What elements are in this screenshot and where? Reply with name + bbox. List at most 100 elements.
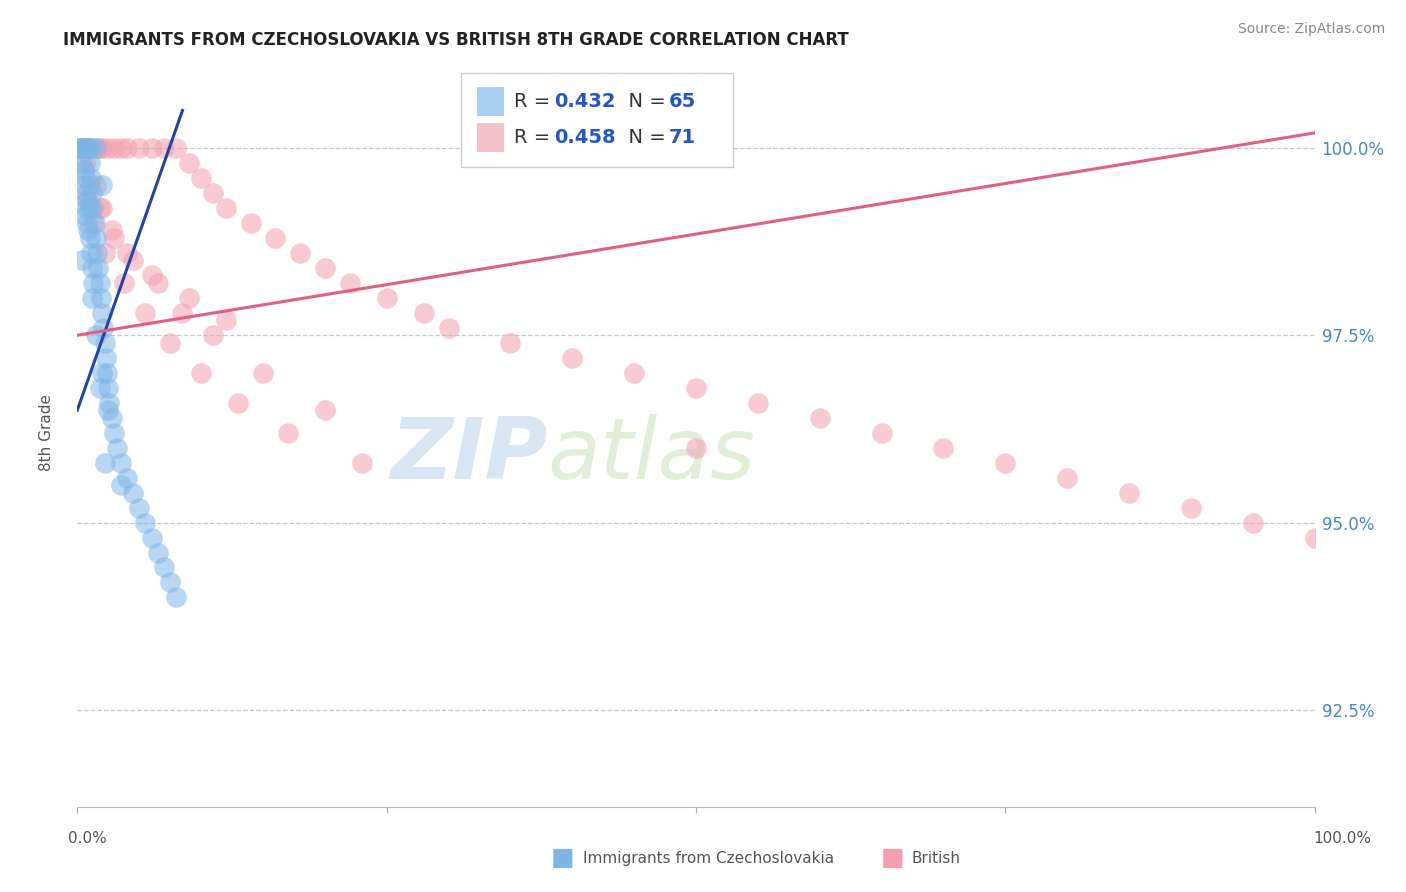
FancyBboxPatch shape bbox=[461, 73, 733, 167]
Point bbox=[76, 194, 98, 208]
Point bbox=[128, 141, 150, 155]
Point bbox=[932, 441, 955, 455]
Point bbox=[97, 141, 120, 155]
Point bbox=[80, 170, 103, 185]
Point bbox=[128, 500, 150, 515]
Point bbox=[76, 141, 98, 155]
Point bbox=[75, 186, 97, 200]
Point bbox=[101, 223, 124, 237]
Text: ZIP: ZIP bbox=[389, 414, 547, 497]
Point bbox=[96, 366, 118, 380]
Point bbox=[73, 170, 96, 185]
Point bbox=[79, 156, 101, 170]
Point bbox=[215, 313, 238, 327]
Point bbox=[84, 141, 107, 155]
Point bbox=[110, 478, 132, 492]
Point bbox=[72, 163, 94, 178]
Point bbox=[252, 366, 274, 380]
Text: 65: 65 bbox=[669, 92, 696, 111]
Point bbox=[94, 351, 117, 365]
Point bbox=[1056, 470, 1078, 484]
Point bbox=[91, 178, 114, 193]
Point bbox=[79, 231, 101, 245]
Point bbox=[190, 170, 212, 185]
Point bbox=[870, 425, 893, 440]
Point bbox=[82, 186, 104, 200]
Point bbox=[79, 201, 101, 215]
Text: 100.0%: 100.0% bbox=[1313, 831, 1372, 846]
Point bbox=[115, 141, 138, 155]
Point bbox=[83, 216, 105, 230]
Text: ■: ■ bbox=[551, 847, 574, 870]
Text: N =: N = bbox=[616, 92, 672, 111]
Point bbox=[215, 201, 238, 215]
Point bbox=[76, 194, 98, 208]
Point bbox=[375, 291, 398, 305]
Point bbox=[89, 141, 111, 155]
Point bbox=[84, 328, 107, 343]
Point bbox=[91, 306, 114, 320]
Point bbox=[277, 425, 299, 440]
Point bbox=[623, 366, 645, 380]
Point bbox=[77, 141, 100, 155]
Point bbox=[91, 141, 114, 155]
Point bbox=[122, 253, 145, 268]
Point bbox=[90, 291, 112, 305]
Point bbox=[89, 276, 111, 290]
Point bbox=[97, 381, 120, 395]
Point bbox=[73, 141, 96, 155]
Point bbox=[77, 223, 100, 237]
Point bbox=[202, 328, 225, 343]
Text: 0.432: 0.432 bbox=[554, 92, 616, 111]
Point bbox=[89, 381, 111, 395]
Point bbox=[146, 545, 169, 559]
Text: British: British bbox=[911, 851, 960, 865]
Point bbox=[79, 178, 101, 193]
Text: R =: R = bbox=[515, 92, 557, 111]
Point bbox=[134, 516, 156, 530]
Point bbox=[89, 201, 111, 215]
Text: ■: ■ bbox=[882, 847, 904, 870]
Point bbox=[159, 335, 181, 350]
Point bbox=[499, 335, 522, 350]
Text: Immigrants from Czechoslovakia: Immigrants from Czechoslovakia bbox=[583, 851, 835, 865]
Point bbox=[79, 141, 101, 155]
Point bbox=[159, 575, 181, 590]
Text: 0.458: 0.458 bbox=[554, 128, 616, 147]
Point bbox=[172, 306, 194, 320]
Text: 0.0%: 0.0% bbox=[67, 831, 107, 846]
Point bbox=[146, 276, 169, 290]
Point bbox=[72, 178, 94, 193]
Point bbox=[75, 201, 97, 215]
Point bbox=[808, 410, 831, 425]
Point bbox=[153, 141, 176, 155]
Point bbox=[177, 291, 200, 305]
Point bbox=[412, 306, 434, 320]
Point bbox=[165, 591, 187, 605]
Point bbox=[70, 156, 93, 170]
Point bbox=[122, 485, 145, 500]
Point bbox=[350, 456, 373, 470]
Point bbox=[288, 245, 311, 260]
Point bbox=[115, 245, 138, 260]
Point bbox=[685, 441, 707, 455]
Text: 8th Grade: 8th Grade bbox=[39, 394, 53, 471]
Point bbox=[1241, 516, 1264, 530]
Point bbox=[153, 560, 176, 574]
Bar bbox=[477, 87, 505, 116]
Point bbox=[339, 276, 361, 290]
Point bbox=[314, 260, 336, 275]
Point bbox=[80, 245, 103, 260]
Point bbox=[72, 253, 94, 268]
Point bbox=[141, 141, 163, 155]
Point bbox=[1180, 500, 1202, 515]
Text: IMMIGRANTS FROM CZECHOSLOVAKIA VS BRITISH 8TH GRADE CORRELATION CHART: IMMIGRANTS FROM CZECHOSLOVAKIA VS BRITIS… bbox=[63, 31, 849, 49]
Point bbox=[82, 260, 104, 275]
Point bbox=[84, 141, 107, 155]
Point bbox=[70, 141, 93, 155]
Point bbox=[437, 320, 460, 334]
Text: R =: R = bbox=[515, 128, 557, 147]
Point bbox=[91, 320, 114, 334]
Point bbox=[93, 335, 115, 350]
Point bbox=[685, 381, 707, 395]
